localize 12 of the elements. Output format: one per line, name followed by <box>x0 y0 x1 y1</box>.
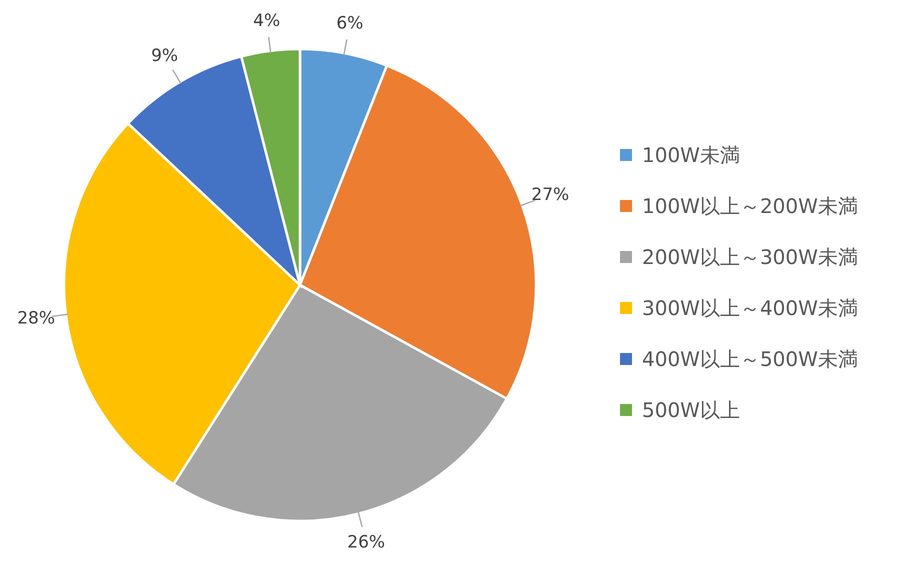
data-label: 26% <box>347 532 386 553</box>
legend-label: 500W以上 <box>642 398 740 422</box>
data-label: 4% <box>253 11 280 32</box>
legend-label: 200W以上～300W未満 <box>642 245 858 269</box>
legend-label: 100W未満 <box>642 143 740 167</box>
data-label: 28% <box>17 308 55 328</box>
data-label: 27% <box>531 184 570 205</box>
data-label: 6% <box>336 14 364 34</box>
data-label: 9% <box>151 46 178 66</box>
legend-label: 400W以上～500W未満 <box>642 347 858 371</box>
legend-label: 300W以上～400W未満 <box>642 296 858 320</box>
legend-label: 100W以上～200W未満 <box>642 194 858 218</box>
